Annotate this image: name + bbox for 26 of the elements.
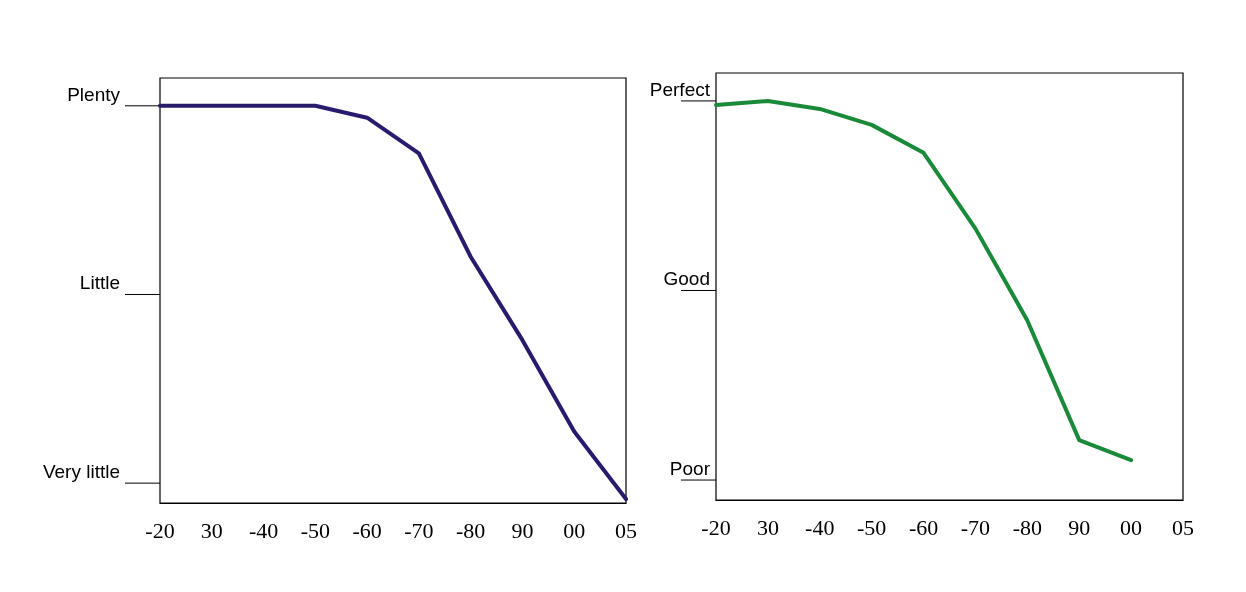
x-tick-label: 05 [615,517,637,543]
x-tick-label: -20 [145,517,175,543]
x-tick-label: -80 [456,517,486,543]
text: Plenty [67,83,121,105]
x-tick-label: -50 [300,517,330,543]
x-tick-label: 90 [1068,514,1091,540]
x-tick-label: -20 [701,514,731,540]
x-tick-label: 90 [511,517,534,543]
x-tick-label: -70 [404,517,434,543]
x-tick-label: -60 [352,517,382,543]
x-tick-label: -80 [1012,514,1042,540]
x-tick-label: 00 [1120,514,1143,540]
x-tick-label: 00 [563,517,586,543]
x-tick-label: 30 [200,517,223,543]
x-tick-label: -40 [248,517,279,543]
text: Very little [42,461,120,483]
x-tick-label: 05 [1172,514,1194,540]
x-tick-label: -40 [805,514,835,540]
text: Good [663,268,710,290]
x-tick-label: 30 [756,514,779,540]
x-tick-label: -70 [960,514,991,540]
text: Poor [669,458,711,480]
x-tick-label: -50 [857,514,887,540]
text: Little [79,272,120,294]
x-tick-label: -60 [908,514,939,540]
text: Perfect [649,78,711,100]
